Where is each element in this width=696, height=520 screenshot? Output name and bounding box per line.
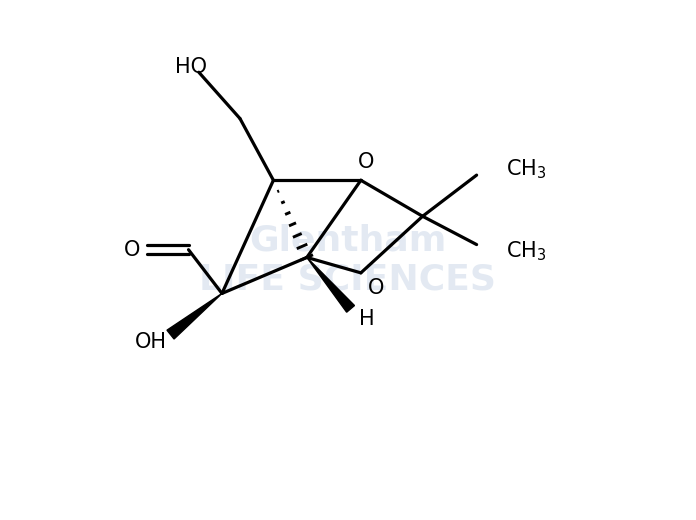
- Polygon shape: [307, 257, 354, 312]
- Text: O: O: [124, 240, 140, 259]
- Polygon shape: [167, 293, 222, 339]
- Text: O: O: [358, 152, 374, 172]
- Text: O: O: [368, 278, 384, 298]
- Text: H: H: [359, 309, 375, 329]
- Text: Glentham
LIFE SCIENCES: Glentham LIFE SCIENCES: [200, 223, 496, 297]
- Text: OH: OH: [135, 332, 167, 353]
- Text: HO: HO: [175, 57, 207, 77]
- Text: CH$_3$: CH$_3$: [507, 239, 547, 263]
- Text: CH$_3$: CH$_3$: [507, 157, 547, 181]
